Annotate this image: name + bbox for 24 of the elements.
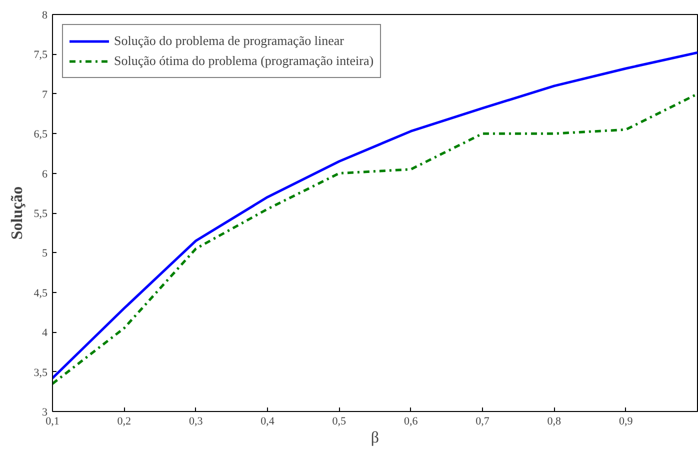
y-tick-label: 3 (42, 406, 48, 418)
x-tick-label: 0,2 (117, 416, 132, 428)
x-tick-label: 0,9 (618, 416, 634, 428)
y-tick-label: 3,5 (34, 366, 48, 379)
y-axis-title: Solução (8, 186, 26, 240)
y-tick-label: 6 (42, 168, 48, 180)
x-tick-label: 0,1 (46, 416, 60, 428)
y-tick-label: 5,5 (34, 208, 48, 220)
y-tick-label: 7 (42, 88, 48, 101)
y-tick-label: 6,5 (34, 128, 48, 141)
x-tick-label: 0,6 (404, 416, 418, 428)
legend-label: Solução ótima do problema (programação inteira) (114, 53, 374, 69)
x-tick-label: 0,3 (188, 416, 204, 428)
y-tick-label: 4 (42, 327, 48, 340)
y-tick-label: 4,5 (34, 287, 48, 300)
x-tick-label: 0,5 (332, 416, 347, 428)
y-tick-label: 7,5 (34, 49, 48, 62)
legend-label: Solução do problema de programação linear (114, 33, 344, 49)
x-tick-label: 0,7 (476, 416, 490, 428)
x-axis-title: β (370, 430, 380, 446)
x-tick-label: 0,4 (260, 416, 275, 428)
x-tick-label: 0,8 (547, 416, 562, 428)
y-tick-label: 5 (42, 248, 48, 260)
y-tick-label: 8 (42, 10, 48, 22)
